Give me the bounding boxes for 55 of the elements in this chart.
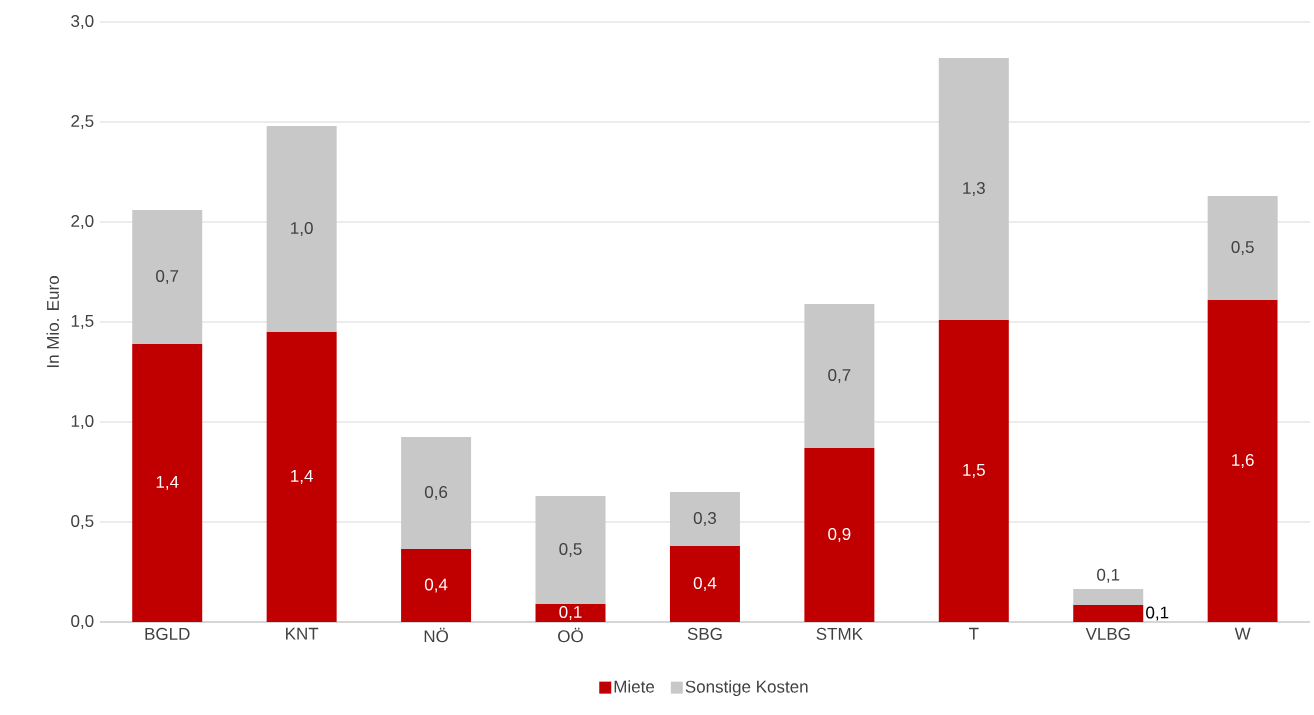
y-tick-label: 3,0 xyxy=(71,14,94,30)
x-tick-label: NÖ xyxy=(424,627,449,643)
data-label: 0,7 xyxy=(156,269,179,285)
y-tick-label: 2,0 xyxy=(71,214,94,230)
bar xyxy=(669,492,740,546)
bar xyxy=(1207,300,1278,622)
data-label: 0,1 xyxy=(1146,606,1169,621)
bar xyxy=(804,303,875,448)
data-label: 0,1 xyxy=(1097,568,1120,583)
bar xyxy=(1073,589,1144,605)
x-tick-label: W xyxy=(1234,627,1251,640)
data-label: 1,6 xyxy=(1232,453,1254,469)
bar xyxy=(938,57,1009,320)
y-tick-label: 2,5 xyxy=(71,114,94,130)
bar xyxy=(1207,195,1278,300)
data-label: 1,0 xyxy=(291,221,313,237)
bar xyxy=(535,604,606,622)
bar xyxy=(132,210,203,344)
data-label: 1,4 xyxy=(291,470,313,484)
data-label: 0,9 xyxy=(828,527,851,543)
x-tick-label: STMK xyxy=(816,627,863,640)
y-axis-title: In Mio. Euro xyxy=(46,276,59,368)
x-tick-label: T xyxy=(968,627,979,640)
legend-label: Miete xyxy=(614,680,655,693)
data-label: 0,4 xyxy=(693,576,717,592)
bar xyxy=(535,496,606,604)
bar xyxy=(938,320,1009,622)
data-label: 0,1 xyxy=(559,605,582,621)
data-label: 0,5 xyxy=(1231,240,1254,256)
y-tick-label: 1,0 xyxy=(71,414,94,430)
bar xyxy=(804,448,875,622)
data-label: 1,5 xyxy=(963,464,985,478)
bar xyxy=(132,344,203,622)
data-label: 0,5 xyxy=(559,542,582,558)
x-tick-label: OÖ xyxy=(558,627,583,643)
data-label: 0,7 xyxy=(828,368,851,384)
bar xyxy=(266,125,337,332)
bar xyxy=(401,549,472,622)
y-tick-label: 1,5 xyxy=(71,315,94,329)
bar xyxy=(669,546,740,622)
data-label: 0,3 xyxy=(693,511,717,527)
bar xyxy=(1073,605,1144,622)
legend-label: Sonstige Kosten xyxy=(685,680,808,697)
data-label: 1,4 xyxy=(156,476,179,490)
x-tick-label: BGLD xyxy=(145,627,190,640)
bar xyxy=(401,437,472,549)
bar xyxy=(266,332,337,622)
data-label: 1,3 xyxy=(963,181,985,197)
y-tick-label: 0,0 xyxy=(71,614,94,630)
y-tick-label: 0,5 xyxy=(71,514,94,530)
x-tick-label: VLBG xyxy=(1085,627,1130,640)
data-label: 0,4 xyxy=(424,578,448,593)
x-tick-label: SBG xyxy=(687,627,722,640)
data-label: 0,6 xyxy=(424,485,448,501)
x-tick-label: KNT xyxy=(286,627,319,640)
